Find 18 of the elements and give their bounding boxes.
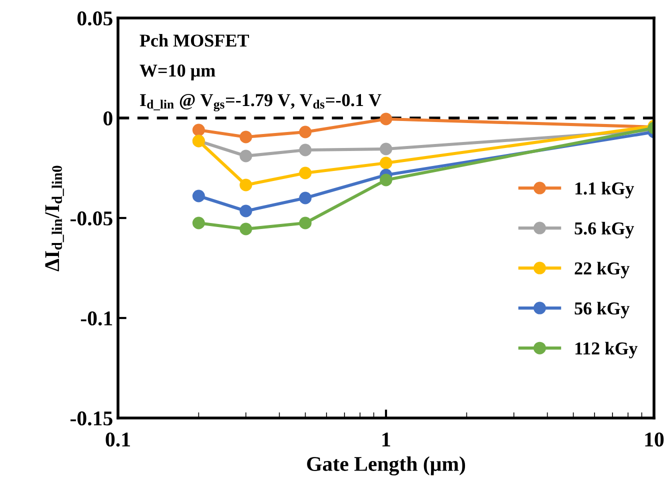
legend-label: 5.6 kGy	[574, 222, 634, 238]
legend-label: 112 kGy	[575, 342, 638, 358]
x-tick-label: 1	[382, 432, 390, 446]
annotation: W=10 μm	[140, 64, 216, 80]
annotation: I$_{d_lin}$ @ V$_{gs}$=-1.79 V, V$_{ds}$=-0.1 V	[140, 94, 382, 112]
y-tick-label: 0	[104, 111, 112, 126]
y-tick-label: -0.05	[70, 211, 112, 226]
y-tick-label: 0.05	[77, 11, 112, 26]
x-axis-title: Gate Length (μm)	[307, 456, 466, 476]
y-axis-title: ΔI$_{d_lin}$/I$_{d_lin0}$	[45, 166, 64, 272]
x-tick-label: 10	[645, 432, 664, 447]
legend-label: 56 kGy	[574, 302, 630, 318]
y-tick-label: -0.1	[80, 311, 112, 326]
legend-label: 22 kGy	[574, 262, 630, 278]
x-tick-label: 0.1	[106, 432, 130, 447]
annotation: Pch MOSFET	[140, 34, 250, 47]
legend-label: 1.1 kGy	[575, 182, 634, 198]
y-tick-label: -0.15	[70, 411, 112, 426]
